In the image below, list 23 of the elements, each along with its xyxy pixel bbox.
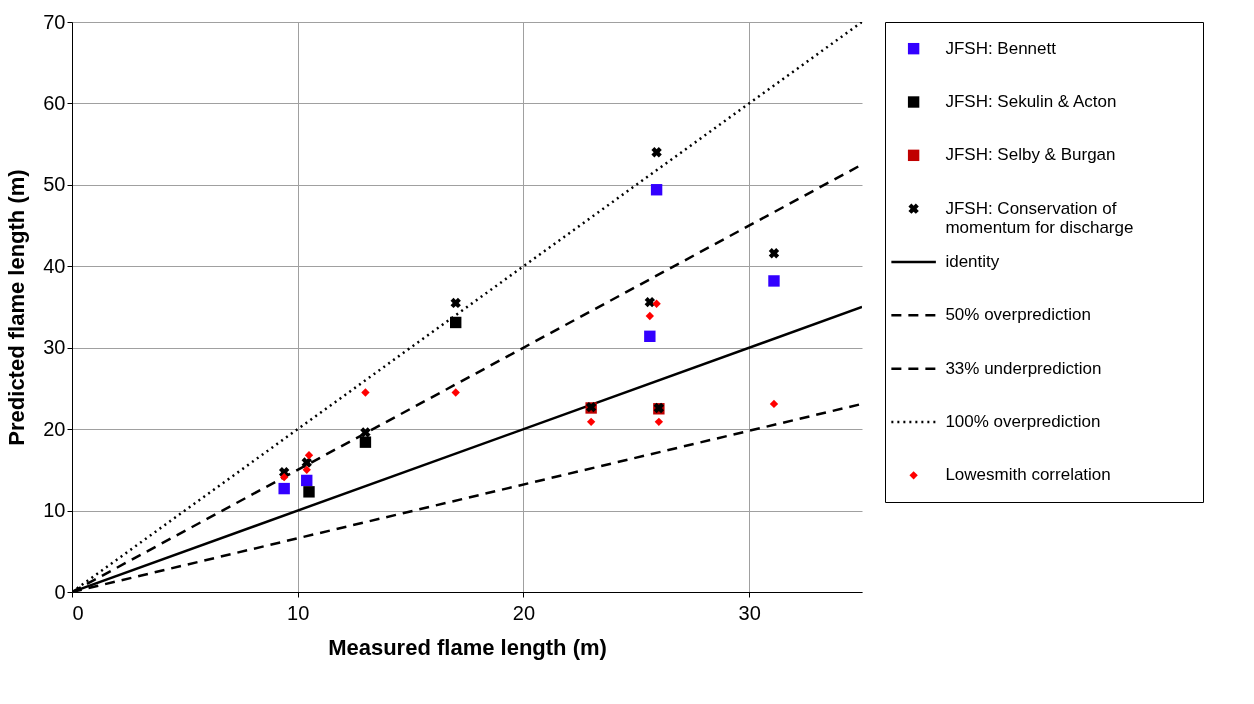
x-tick-label: 10 [287,601,310,624]
legend-label: Lowesmith correlation [945,465,1111,485]
y-tick-label: 60 [43,91,66,114]
legend-label: 33% underprediction [945,358,1102,378]
x-tick-label: 20 [512,601,536,624]
legend-label: 50% overprediction [945,305,1091,325]
y-tick-label: 50 [43,173,66,196]
legend-label: identity [945,252,1000,271]
legend-label: JFSH: Sekulin & Acton [945,92,1117,111]
x-tick-label: 0 [72,601,84,624]
legend-label: JFSH: Conservation of momentum for discharge [945,198,1134,237]
x-tick-label: 30 [738,601,761,624]
y-tick-label: 30 [43,336,66,359]
y-tick-label: 10 [43,499,66,522]
y-tick-label: 70 [43,10,66,33]
legend-label: JFSH: Selby & Burgan [945,145,1116,165]
y-tick-label: 0 [54,580,66,603]
y-tick-label: 20 [43,417,66,440]
y-tick-label: 40 [43,254,66,277]
x-axis-title: Measured flame length (m) [328,634,607,660]
legend-label: 100% overprediction [945,412,1101,431]
y-axis-title: Predicted flame length (m) [4,169,30,446]
legend-label: JFSH: Bennett [945,38,1057,58]
